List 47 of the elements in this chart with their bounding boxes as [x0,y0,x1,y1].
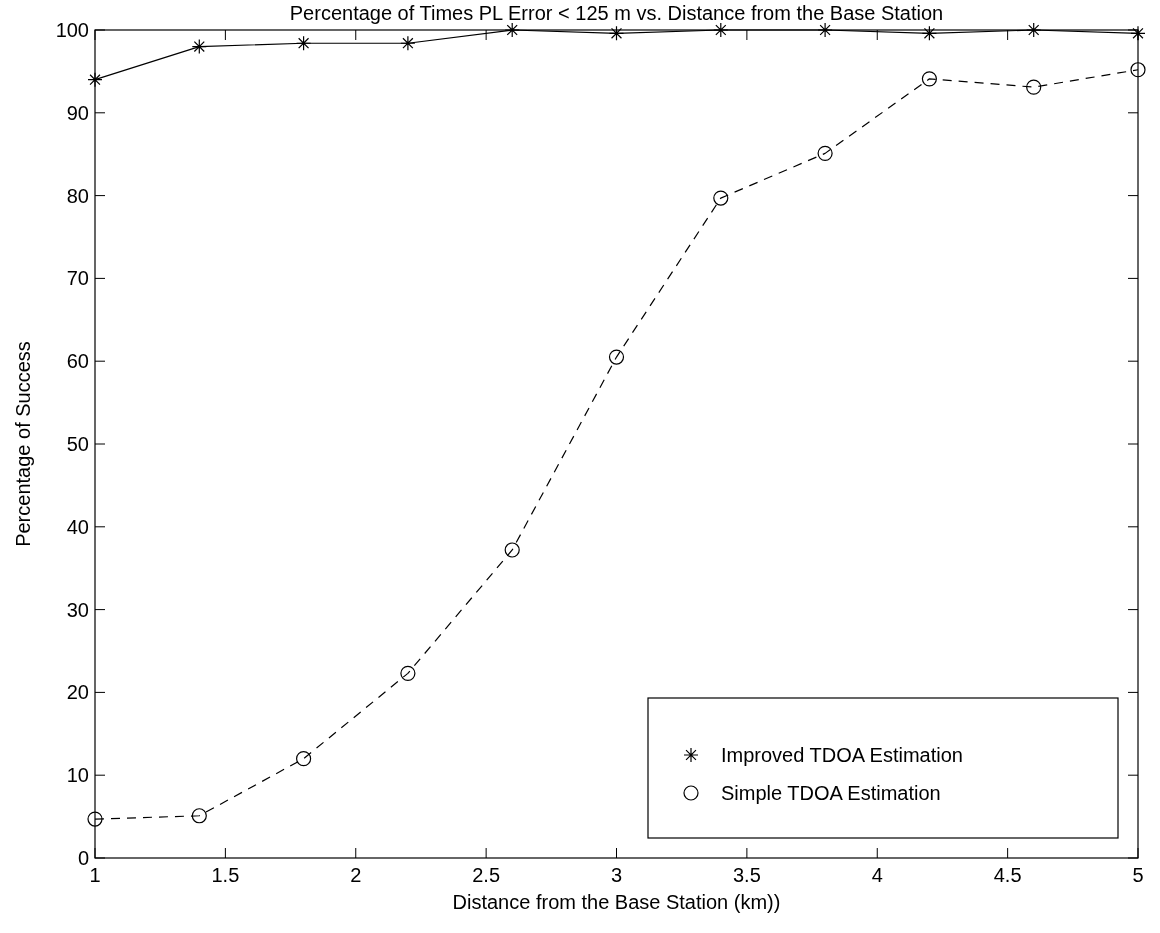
y-tick-label: 20 [66,681,89,704]
x-tick-label: 1 [89,864,101,886]
point [817,145,833,161]
x-tick-label: 2 [350,864,362,886]
point [921,25,937,41]
y-tick-label: 30 [66,598,89,621]
x-tick-label: 3 [610,864,623,886]
y-tick-label: 0 [77,847,89,869]
point [1130,62,1146,78]
point [400,665,416,681]
y-tick-label: 10 [66,764,89,787]
x-tick-label: 3.5 [732,864,761,886]
x-tick-label: 4 [871,864,883,886]
point [608,25,625,41]
point [1026,79,1042,95]
y-tick-label: 70 [66,267,89,290]
x-tick-label: 5 [1132,864,1144,886]
y-axis-title: Percentage of Success [12,341,34,547]
point [504,22,520,38]
point [191,38,207,55]
x-tick-label: 2.5 [472,864,501,886]
x-axis-title: Distance from the Base Station (km)) [452,891,781,913]
point [817,22,833,38]
point [191,808,207,824]
chart-title: Percentage of Times PL Error < 125 m vs. Distance from the Base Station [289,2,944,24]
x-tick-label: 1.5 [211,864,240,886]
point [504,542,520,558]
point [400,35,416,51]
point [296,35,312,51]
x-tick-label: 4.5 [993,864,1022,886]
y-tick-label: 80 [66,184,89,207]
legend-label: Improved TDOA Estimation [721,744,963,766]
point [1026,22,1042,38]
y-tick-label: 50 [66,433,89,455]
y-tick-label: 60 [66,350,89,373]
point [713,190,729,206]
point [87,811,103,827]
point [1130,25,1146,41]
legend-label: Simple TDOA Estimation [721,782,941,804]
y-tick-label: 100 [55,19,89,41]
point [608,349,625,365]
y-tick-label: 90 [66,101,89,124]
point [296,751,312,767]
point [87,72,103,88]
point [713,22,729,38]
point [921,71,937,87]
y-tick-label: 40 [66,515,89,538]
